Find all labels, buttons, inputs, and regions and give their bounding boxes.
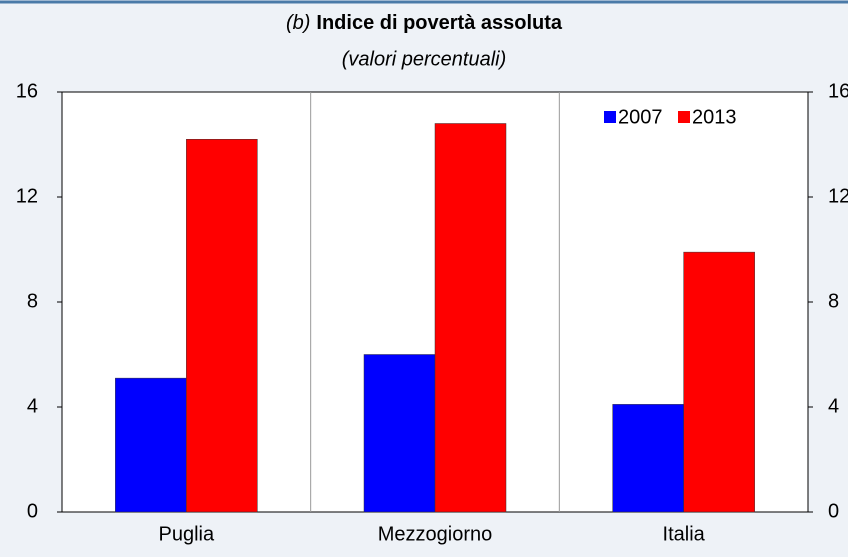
y2-tick-label: 0 bbox=[828, 500, 839, 522]
bar bbox=[434, 123, 507, 513]
y-tick-label: 4 bbox=[27, 395, 38, 417]
legend-swatch bbox=[604, 111, 616, 123]
y2-tick-label: 12 bbox=[828, 185, 848, 207]
y2-tick-label: 16 bbox=[828, 80, 848, 102]
legend-label: 2007 bbox=[618, 106, 663, 128]
chart-subtitle: (valori percentuali) bbox=[342, 48, 507, 70]
title-text: Indice di povertà assoluta bbox=[316, 12, 563, 34]
y-tick-label: 0 bbox=[27, 500, 38, 522]
y2-tick-label: 4 bbox=[828, 395, 839, 417]
y-tick-label: 16 bbox=[16, 80, 38, 102]
legend-swatch bbox=[678, 111, 690, 123]
x-tick-label: Mezzogiorno bbox=[378, 523, 493, 545]
bar bbox=[186, 139, 258, 513]
bar bbox=[115, 377, 187, 513]
legend-label: 2013 bbox=[692, 106, 737, 128]
x-tick-label: Italia bbox=[663, 523, 706, 545]
bar bbox=[683, 251, 755, 513]
y-tick-label: 8 bbox=[27, 290, 38, 312]
y2-tick-label: 8 bbox=[828, 290, 839, 312]
bar bbox=[363, 354, 436, 513]
bar bbox=[612, 404, 684, 513]
x-tick-label: Puglia bbox=[159, 523, 215, 545]
title-label: (b) bbox=[286, 12, 310, 34]
y-tick-label: 12 bbox=[16, 185, 38, 207]
chart-title: (b) Indice di povertà assoluta bbox=[286, 12, 563, 34]
